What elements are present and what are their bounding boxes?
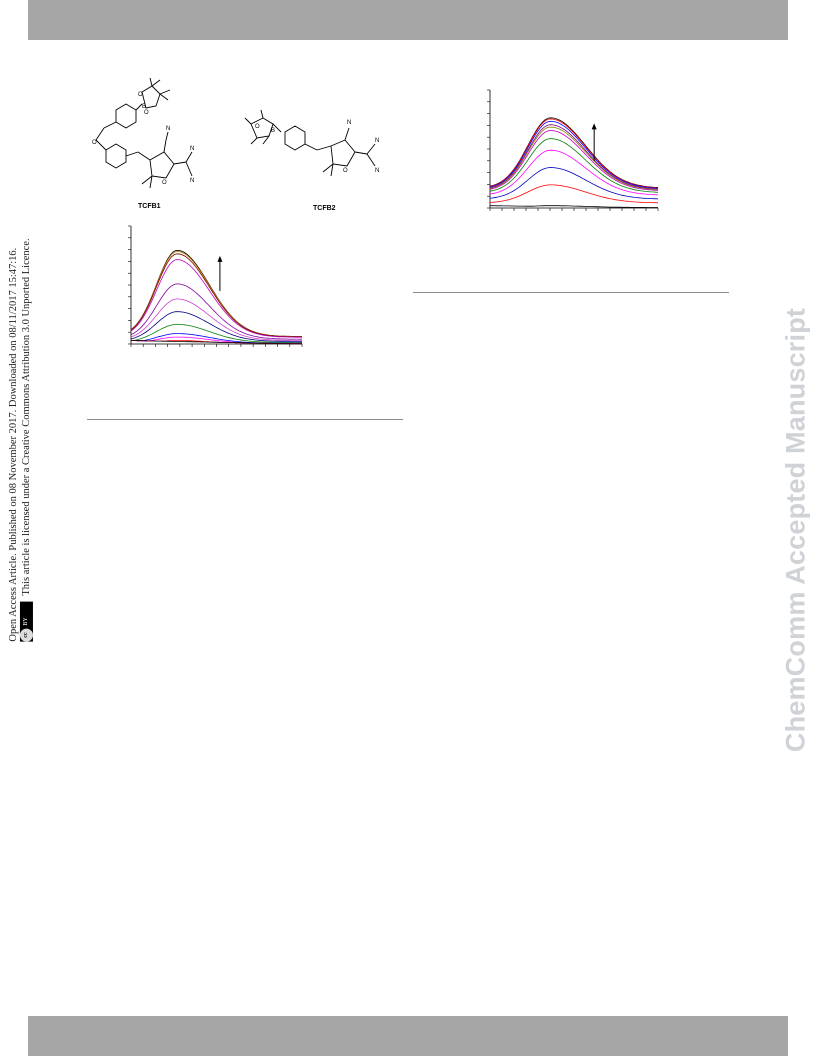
label-tcfb2: TCFB2 <box>313 205 336 212</box>
structure-tcfb2: O B N N N O TCFB2 <box>244 109 379 212</box>
series-line <box>130 253 302 338</box>
increase-arrow <box>591 123 597 161</box>
chart-left <box>128 225 303 347</box>
atom-o6: O <box>343 168 348 174</box>
series-line <box>130 251 303 337</box>
series-line <box>130 323 302 343</box>
series-line <box>489 149 659 196</box>
series-line <box>489 120 659 189</box>
atom-n2: N <box>190 146 194 152</box>
label-tcfb1: TCFB1 <box>138 203 161 210</box>
increase-arrow <box>217 255 223 291</box>
cc-by-license-icon[interactable]: cc BY <box>20 601 34 642</box>
series-line <box>130 340 302 345</box>
chart-right <box>487 89 659 211</box>
atom-o3: O <box>92 140 97 146</box>
atom-n5: N <box>375 138 379 144</box>
divider-left <box>87 419 403 420</box>
series-line <box>130 259 302 338</box>
series-line <box>489 124 659 190</box>
series-line <box>489 126 659 190</box>
series-line <box>130 311 302 342</box>
structure-tcfb1: O B O O N N N O TCFB1 <box>92 77 194 210</box>
series-line <box>130 283 302 340</box>
footer-bar <box>28 1016 788 1056</box>
series-line <box>130 298 302 341</box>
watermark-text: ChemComm Accepted Manuscript <box>780 307 811 753</box>
atom-n3: N <box>190 178 194 184</box>
atom-b2: B <box>271 128 275 134</box>
open-access-note: Open Access Article. Published on 08 Nov… <box>0 210 40 670</box>
cc-badge: cc <box>20 628 34 642</box>
atom-o4: O <box>162 180 167 186</box>
atom-n6: N <box>375 168 379 174</box>
atom-o1: O <box>138 92 143 98</box>
by-badge: BY <box>23 617 30 626</box>
watermark: ChemComm Accepted Manuscript <box>776 280 816 780</box>
atom-o2: O <box>144 110 149 116</box>
series-line <box>489 130 659 191</box>
series-line <box>489 184 659 204</box>
atom-b1: B <box>142 104 146 110</box>
open-access-line-2[interactable]: This article is licensed under a Creativ… <box>20 238 32 596</box>
atom-n1: N <box>166 126 170 132</box>
series-line <box>489 138 659 193</box>
series-line <box>489 118 659 189</box>
open-access-line-1: Open Access Article. Published on 08 Nov… <box>7 247 19 642</box>
header-bar <box>28 0 788 40</box>
divider-right <box>413 292 729 293</box>
atom-o5: O <box>255 124 260 130</box>
atom-n4: N <box>347 120 351 126</box>
series-line <box>490 205 658 208</box>
series-line <box>489 167 658 200</box>
